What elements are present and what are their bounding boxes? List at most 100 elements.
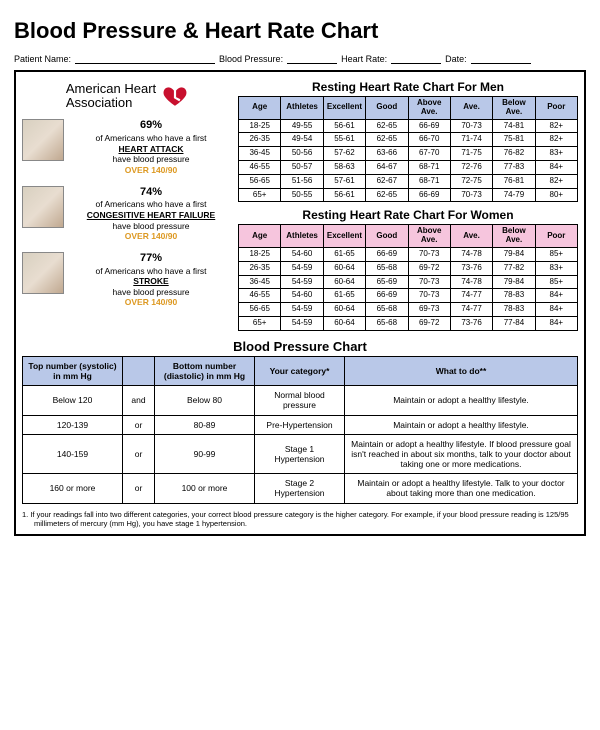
bp-cell: 100 or more (155, 474, 255, 503)
stat-percent: 77% (140, 252, 162, 264)
hr-cell: 49-54 (281, 133, 323, 147)
hr-cell: 66-69 (408, 119, 450, 133)
stat-line: have blood pressure (112, 154, 189, 164)
hr-women-table: AgeAthletesExcellentGoodAboveAve.Ave.Bel… (238, 224, 578, 330)
stat-condition: HEART ATTACK (119, 144, 184, 154)
bp-col-header (123, 356, 155, 385)
hr-cell: 54-59 (281, 303, 323, 317)
stat-over: OVER 140/90 (125, 165, 177, 175)
hr-cell: 61-65 (323, 247, 365, 261)
hr-cell: 70-73 (408, 247, 450, 261)
bp-cell: Below 120 (23, 386, 123, 415)
hr-men-title: Resting Heart Rate Chart For Men (238, 80, 578, 94)
hr-cell: 18-25 (239, 247, 281, 261)
right-column: Resting Heart Rate Chart For Men AgeAthl… (238, 78, 578, 331)
bp-title: Blood Pressure Chart (22, 339, 578, 354)
hr-cell: 57-62 (323, 147, 365, 161)
hr-cell: 60-64 (323, 275, 365, 289)
aha-line2: Association (66, 95, 132, 110)
patient-fields: Patient Name: Blood Pressure: Heart Rate… (14, 54, 586, 64)
bp-cell: Maintain or adopt a healthy lifestyle. T… (345, 474, 578, 503)
aha-text: American Heart Association (66, 82, 156, 109)
hr-col-header: Excellent (323, 225, 365, 248)
stat-block: 77%of Americans who have a firstSTROKEha… (22, 252, 232, 308)
hr-cell: 78-83 (493, 303, 535, 317)
hr-cell: 50-55 (281, 188, 323, 202)
field-line (471, 63, 531, 64)
hr-cell: 79-84 (493, 275, 535, 289)
hr-cell: 54-59 (281, 316, 323, 330)
hr-cell: 73-76 (450, 261, 492, 275)
stat-image (22, 252, 64, 294)
hr-cell: 74-79 (493, 188, 535, 202)
aha-logo: American Heart Association (22, 82, 232, 109)
hr-cell: 62-65 (366, 133, 408, 147)
hr-col-header: Athletes (281, 97, 323, 120)
hr-cell: 70-73 (408, 289, 450, 303)
hr-cell: 56-65 (239, 174, 281, 188)
hr-cell: 70-73 (450, 188, 492, 202)
bp-cell: or (123, 474, 155, 503)
stat-percent: 74% (140, 186, 162, 198)
hr-cell: 85+ (535, 275, 577, 289)
hr-cell: 18-25 (239, 119, 281, 133)
top-row: American Heart Association 69%of America… (22, 78, 578, 331)
hr-cell: 84+ (535, 289, 577, 303)
hr-cell: 55-61 (323, 133, 365, 147)
bp-cell: 90-99 (155, 434, 255, 474)
hr-cell: 75-81 (493, 133, 535, 147)
bp-cell: 120-139 (23, 415, 123, 434)
heart-icon (162, 83, 188, 109)
hr-cell: 66-69 (366, 289, 408, 303)
field-line (287, 63, 337, 64)
hr-cell: 77-84 (493, 316, 535, 330)
hr-cell: 46-55 (239, 160, 281, 174)
hr-cell: 56-61 (323, 188, 365, 202)
hr-cell: 60-64 (323, 261, 365, 275)
hr-col-header: BelowAve. (493, 225, 535, 248)
hr-cell: 65+ (239, 316, 281, 330)
hr-cell: 72-76 (450, 160, 492, 174)
hr-cell: 60-64 (323, 303, 365, 317)
hr-col-header: Ave. (450, 97, 492, 120)
hr-cell: 73-76 (450, 316, 492, 330)
bp-cell: Below 80 (155, 386, 255, 415)
hr-cell: 74-77 (450, 289, 492, 303)
hr-cell: 69-72 (408, 261, 450, 275)
hr-cell: 51-56 (281, 174, 323, 188)
hr-cell: 82+ (535, 119, 577, 133)
bp-cell: or (123, 434, 155, 474)
hr-cell: 36-45 (239, 147, 281, 161)
hr-cell: 63-66 (366, 147, 408, 161)
hr-cell: 78-83 (493, 289, 535, 303)
hr-cell: 84+ (535, 303, 577, 317)
hr-cell: 70-73 (450, 119, 492, 133)
bp-cell: 140-159 (23, 434, 123, 474)
hr-cell: 66-69 (408, 188, 450, 202)
field-line (391, 63, 441, 64)
hr-cell: 69-72 (408, 316, 450, 330)
hr-cell: 26-35 (239, 261, 281, 275)
hr-cell: 82+ (535, 133, 577, 147)
stat-condition: CONGESITIVE HEART FAILURE (87, 210, 215, 220)
bp-table: Top number (systolic) in mm HgBottom num… (22, 356, 578, 504)
stat-text: 77%of Americans who have a firstSTROKEha… (70, 252, 232, 308)
hr-cell: 76-82 (493, 147, 535, 161)
bp-cell: Maintain or adopt a healthy lifestyle. (345, 415, 578, 434)
hr-cell: 70-73 (408, 275, 450, 289)
hr-cell: 49-55 (281, 119, 323, 133)
bp-cell: Pre-Hypertension (255, 415, 345, 434)
hr-cell: 60-64 (323, 316, 365, 330)
hr-cell: 62-65 (366, 188, 408, 202)
hr-cell: 68-71 (408, 160, 450, 174)
hr-cell: 61-65 (323, 289, 365, 303)
bp-col-header: What to do** (345, 356, 578, 385)
hr-cell: 65-68 (366, 316, 408, 330)
bp-cell: Stage 2 Hypertension (255, 474, 345, 503)
hr-women-title: Resting Heart Rate Chart For Women (238, 208, 578, 222)
stat-image (22, 186, 64, 228)
hr-cell: 50-56 (281, 147, 323, 161)
field-label-bp: Blood Pressure: (219, 54, 283, 64)
stat-line: of Americans who have a first (95, 133, 206, 143)
hr-col-header: AboveAve. (408, 225, 450, 248)
